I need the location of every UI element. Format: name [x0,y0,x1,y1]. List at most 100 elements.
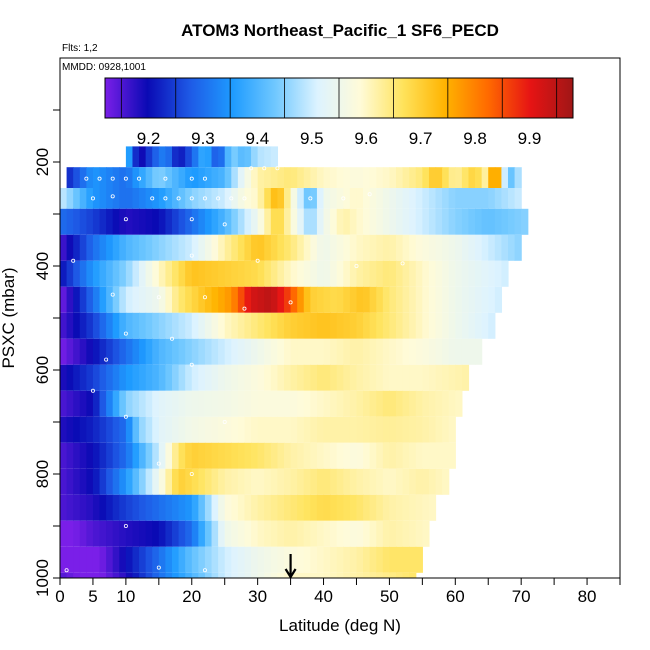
heat-cell [336,442,344,469]
heat-cell [86,167,94,188]
heat-cell [237,364,246,391]
heat-cell [435,390,443,417]
heat-cell [158,546,167,573]
heat-cell [99,167,107,188]
heat-cell [303,546,311,573]
heat-cell [330,572,338,578]
heat-cell [402,468,410,495]
heat-cell [369,520,377,547]
heat-cell [178,260,186,287]
heat-cell [363,167,371,188]
heat-cell [257,208,265,235]
heat-cell [363,572,371,578]
heat-cell [73,312,81,339]
heat-cell [481,188,489,209]
heat-cell [204,146,213,168]
heat-cell [66,260,74,287]
heat-cell [422,312,430,339]
heat-cell [204,572,213,578]
heat-cell [86,312,94,339]
heat-cell [396,234,404,261]
heat-cell [336,286,344,313]
pressure-layer [60,338,483,365]
heat-cell [277,234,285,261]
heat-cell [185,234,193,261]
heat-cell [178,286,186,313]
heat-cell [237,442,246,469]
heat-cell [316,260,325,287]
x-axis-label: Latitude (deg N) [279,616,401,635]
heat-cell [244,208,252,235]
heat-cell [468,234,476,261]
heat-cell [376,442,384,469]
heat-cell [396,260,404,287]
heat-cell [218,338,226,365]
heat-cell [257,146,265,168]
heat-cell [125,546,134,573]
heat-cell [152,442,160,469]
heat-cell [382,416,391,443]
heat-cell [158,338,167,365]
heat-cell [415,188,423,209]
heat-cell [442,260,450,287]
heat-cell [198,416,206,443]
heat-cell [132,208,140,235]
heat-cell [415,234,423,261]
heat-cell [218,364,226,391]
sample-point [222,419,227,424]
heat-cell [343,442,351,469]
heat-cell [86,494,94,521]
heat-cell [389,364,397,391]
heat-cell [290,364,298,391]
heat-cell [231,416,239,443]
heat-cell [488,286,496,313]
heat-cell [310,442,318,469]
heat-cell [349,338,358,365]
heat-cell [244,520,252,547]
heat-cell [494,188,503,209]
heat-cell [165,188,173,209]
heat-cell [257,188,265,209]
heat-cell [92,442,101,469]
heat-cell [86,390,94,417]
sample-point [84,176,89,181]
heat-cell [461,167,470,188]
heat-cell [112,167,120,188]
heat-cell [297,390,305,417]
heat-cell [422,188,430,209]
heat-cell [290,520,298,547]
heat-cell [303,312,311,339]
heat-cell [211,146,219,168]
x-tick-label: 20 [182,587,201,606]
heat-cell [66,416,74,443]
heat-cell [343,260,351,287]
sample-point [189,196,194,201]
heat-cell [145,546,153,573]
heat-cell [145,234,153,261]
heat-cell [231,167,239,188]
heat-cell [316,442,325,469]
heat-cell [428,312,437,339]
heat-cell [119,234,127,261]
heat-cell [468,188,476,209]
sample-markers [64,166,405,573]
pressure-layer [60,260,509,287]
heat-cell [172,546,180,573]
heat-cell [349,546,358,573]
heat-cell [191,234,199,261]
heat-cell [396,338,404,365]
heat-cell [382,364,391,391]
heat-cell [198,546,206,573]
sample-point [176,196,181,201]
heat-cell [330,364,338,391]
heat-cell [145,442,153,469]
heat-cell [389,167,397,188]
heat-cell [475,286,483,313]
heat-cell [178,572,186,578]
heat-cell [415,208,423,235]
heat-cell [99,234,107,261]
heat-cell [428,260,437,287]
heat-cell [125,364,134,391]
heat-cell [251,546,259,573]
heat-cell [336,338,344,365]
